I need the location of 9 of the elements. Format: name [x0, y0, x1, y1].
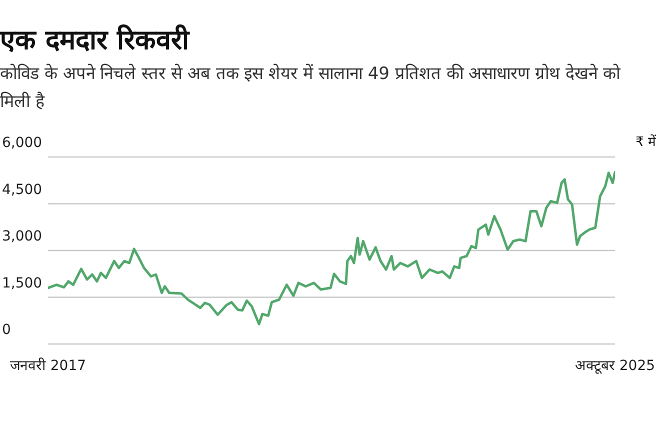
- x-tick-label: अक्टूबर 2025: [574, 358, 656, 374]
- x-tick-label: जनवरी 2017: [10, 356, 86, 374]
- chart-subtitle: कोविड के अपने निचले स्तर से अब तक इस शेयर में सालाना 49 प्रतिशत की असाधारण ग्रोथ देखने को मिली है: [0, 62, 622, 114]
- y-tick-label: 1,500: [2, 275, 42, 292]
- y-tick-label: 3,000: [2, 228, 42, 244]
- y-tick-label: 0: [2, 322, 11, 338]
- text: ₹ में: [636, 133, 656, 150]
- y-tick-label: 6,000: [2, 135, 42, 151]
- y-tick-label: 4,500: [2, 182, 42, 198]
